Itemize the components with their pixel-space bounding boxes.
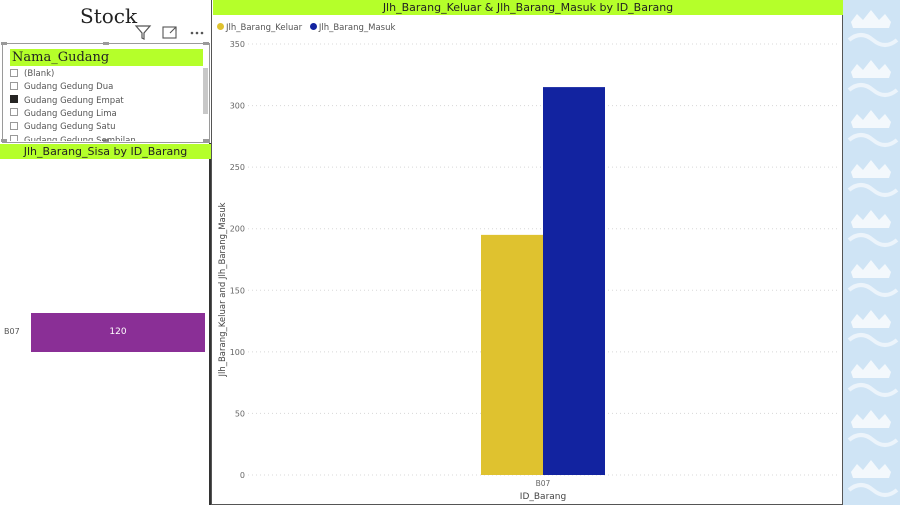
slicer-header: Nama_Gudang [10,49,203,66]
slicer-item[interactable]: Gudang Gedung Lima [10,108,117,121]
main-chart-plot: 0 50 100 150 200 250 300 350 B07 ID_Barang Jlh_Bar… [218,40,840,502]
sisa-chart-title: Jlh_Barang_Sisa by ID_Barang [0,144,211,159]
y-tick-label: 250 [230,163,245,172]
x-tick-label: B07 [536,479,551,488]
slicer-item[interactable]: (Blank) [10,68,54,81]
y-tick-label: 100 [230,348,245,357]
resize-handle[interactable] [203,42,209,45]
checkbox[interactable] [10,135,18,141]
legend-label-masuk: Jlh_Barang_Masuk [318,23,396,33]
resize-handle[interactable] [1,42,7,45]
bar-jlh_barang_keluar[interactable] [481,234,543,475]
page-title: Stock [80,4,138,28]
slicer-item-label: (Blank) [24,69,55,79]
more-options-icon[interactable] [188,23,206,41]
resize-handle[interactable] [103,139,109,142]
main-chart-title: Jlh_Barang_Keluar & Jlh_Barang_Masuk by … [213,0,843,15]
slicer-item-label: Gudang Gedung Sembilan [24,135,136,142]
y-tick-label: 200 [230,225,245,234]
legend-label-keluar: Jlh_Barang_Keluar [226,23,303,33]
slicer-item-label: Gudang Gedung Lima [24,108,117,119]
slicer-item[interactable]: Gudang Gedung Dua [10,81,113,94]
slicer-item-label: Gudang Gedung Dua [24,82,114,93]
chart-legend: Jlh_Barang_Keluar Jlh_Barang_Masuk [217,23,400,33]
legend-dot-masuk [309,23,317,30]
y-tick-label: 50 [235,409,245,418]
focus-mode-icon[interactable] [161,23,179,41]
resize-handle[interactable] [103,42,109,45]
x-axis-label: ID_Barang [520,492,566,502]
y-tick-label: 350 [230,40,245,49]
slicer-item[interactable]: Gudang Gedung Empat [10,95,124,108]
slicer-scrollbar[interactable] [203,68,208,114]
sisa-bar-value-label: 120 [109,327,127,337]
filter-icon[interactable] [134,23,152,41]
nama-gudang-slicer[interactable]: Nama_Gudang (Blank) Gudang Gedung Dua Guda… [1,42,210,143]
slicer-item-label: Gudang Gedung Empat [24,95,124,106]
legend-dot-keluar [217,23,224,30]
checkbox[interactable] [10,81,18,90]
crown-pattern [843,0,900,505]
checkbox[interactable] [10,108,18,117]
decorative-background-strip [843,0,900,505]
keluar-masuk-chart: Jlh_Barang_Keluar & Jlh_Barang_Masuk by … [211,0,843,505]
checkbox[interactable] [10,121,18,130]
y-axis-label: Jlh_Barang_Keluar and Jlh_Barang_Masuk [218,202,228,377]
checkbox[interactable] [10,95,18,104]
sisa-bar-chart: Jlh_Barang_Sisa by ID_Barang B07 120 [0,143,211,505]
checkbox[interactable] [10,68,18,77]
y-tick-label: 300 [230,102,245,111]
slicer-item[interactable]: Gudang Gedung Satu [10,121,115,134]
y-tick-label: 150 [230,286,245,295]
legend-item-keluar[interactable]: Jlh_Barang_Keluar [217,23,302,33]
bar-jlh_barang_masuk[interactable] [543,87,605,475]
slicer-item-label: Gudang Gedung Satu [24,122,116,133]
slicer-list: (Blank) Gudang Gedung Dua Gudang Gedung Em… [10,68,202,141]
slicer-item[interactable]: Gudang Gedung Sembilan [10,135,136,142]
resize-handle[interactable] [1,139,7,142]
sisa-category-label: B07 [4,327,20,336]
sisa-bar[interactable]: 120 [31,313,205,352]
y-tick-label: 0 [240,471,245,480]
resize-handle[interactable] [203,139,209,142]
legend-item-masuk[interactable]: Jlh_Barang_Masuk [309,23,396,33]
